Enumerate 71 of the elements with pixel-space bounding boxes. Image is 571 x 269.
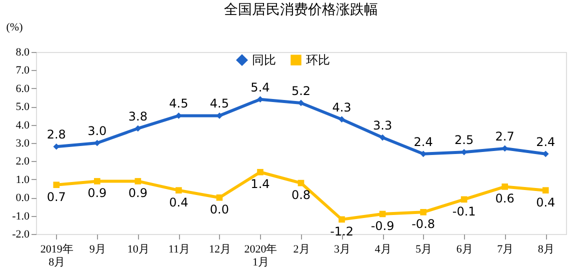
point xyxy=(94,178,100,184)
point xyxy=(134,178,142,184)
point xyxy=(338,216,345,223)
data-label: -0.9 xyxy=(370,218,394,233)
point xyxy=(460,196,468,203)
x-tick-label: 2019年 8月 xyxy=(40,244,74,268)
y-tick-label: 2.0 xyxy=(16,156,30,168)
y-tick-label: 8.0 xyxy=(16,46,30,58)
data-label: 4.5 xyxy=(169,96,188,111)
point xyxy=(420,209,426,216)
data-label: -0.1 xyxy=(452,204,476,218)
y-tick-label: 7.0 xyxy=(16,64,30,77)
x-tick-label: 7月 xyxy=(497,244,514,256)
point xyxy=(542,187,549,194)
data-label: 4.3 xyxy=(332,100,352,114)
x-tick-label: 8月 xyxy=(538,244,554,256)
point xyxy=(379,210,386,218)
y-axis-title: (%) xyxy=(6,22,24,34)
point xyxy=(53,182,60,188)
data-label: 0.0 xyxy=(210,202,230,217)
x-tick-label: 11月 xyxy=(168,244,190,256)
x-tick-label: 2月 xyxy=(293,244,310,256)
data-label: 4.5 xyxy=(210,96,230,111)
y-tick-label: 5.0 xyxy=(16,101,30,114)
data-label: 0.6 xyxy=(495,192,514,206)
point xyxy=(298,180,304,186)
x-tick-label: 2020年 1月 xyxy=(244,244,278,268)
x-tick-label: 3月 xyxy=(334,244,351,256)
x-tick-label: 4月 xyxy=(374,244,392,256)
x-tick-label: 10月 xyxy=(127,244,150,256)
data-label: 2.4 xyxy=(536,134,556,149)
data-label: -0.8 xyxy=(412,217,436,232)
x-tick-label: 6月 xyxy=(456,244,473,256)
data-label: 2.7 xyxy=(495,129,514,144)
y-tick-label: 1.0 xyxy=(16,174,30,186)
data-label: 0.4 xyxy=(169,195,188,210)
data-label: -1.2 xyxy=(330,224,354,238)
point xyxy=(379,134,386,141)
y-tick-label: 6.0 xyxy=(16,82,30,95)
point xyxy=(216,194,223,201)
point xyxy=(420,150,426,158)
x-tick-label: 9月 xyxy=(89,244,106,256)
chart-title: 全国居民消费价格涨跌幅 xyxy=(224,2,378,18)
y-tick-label: 3.0 xyxy=(16,138,30,150)
legend-label: 同比 xyxy=(252,53,276,68)
data-label: 0.7 xyxy=(46,190,66,204)
data-label: 0.4 xyxy=(536,195,556,210)
y-tick-label: -2.0 xyxy=(12,228,30,240)
data-label: 5.2 xyxy=(291,84,311,98)
data-label: 2.4 xyxy=(414,134,433,149)
point xyxy=(134,125,142,132)
point xyxy=(502,184,508,190)
point xyxy=(176,187,182,194)
y-tick-label: 4.0 xyxy=(16,119,30,132)
data-label: 0.8 xyxy=(291,188,311,202)
x-tick-label: 12月 xyxy=(208,244,231,256)
point xyxy=(257,168,264,176)
data-label: 1.4 xyxy=(250,177,270,192)
point xyxy=(338,116,345,122)
y-tick-label: -1.0 xyxy=(12,210,30,222)
legend-label: 环比 xyxy=(306,53,330,68)
y-tick-label: 0.0 xyxy=(16,192,30,204)
data-label: 3.8 xyxy=(128,109,148,124)
data-label: 0.9 xyxy=(128,186,148,200)
data-label: 2.5 xyxy=(454,133,474,148)
data-label: 3.0 xyxy=(88,124,107,138)
data-label: 5.4 xyxy=(250,80,270,94)
data-label: 2.8 xyxy=(46,128,66,142)
data-label: 3.3 xyxy=(372,118,392,133)
x-tick-label: 5月 xyxy=(416,244,432,256)
data-label: 0.9 xyxy=(88,186,107,200)
